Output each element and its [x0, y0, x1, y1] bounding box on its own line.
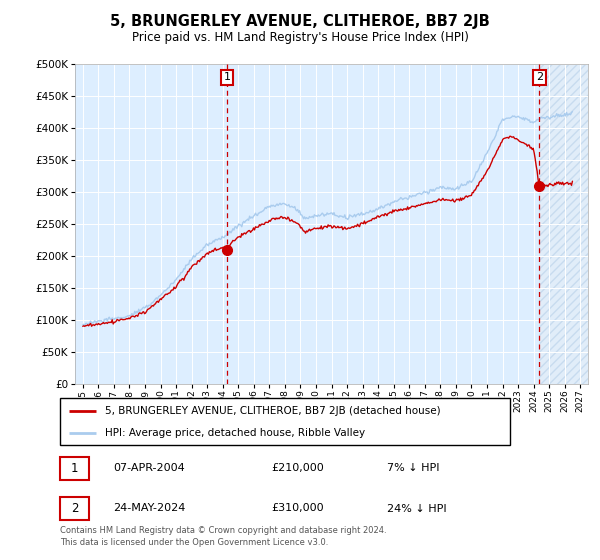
Text: 7% ↓ HPI: 7% ↓ HPI	[388, 464, 440, 473]
Text: 5, BRUNGERLEY AVENUE, CLITHEROE, BB7 2JB: 5, BRUNGERLEY AVENUE, CLITHEROE, BB7 2JB	[110, 14, 490, 29]
Text: 5, BRUNGERLEY AVENUE, CLITHEROE, BB7 2JB (detached house): 5, BRUNGERLEY AVENUE, CLITHEROE, BB7 2JB…	[105, 406, 440, 416]
Bar	[539, 64, 588, 384]
Text: 1: 1	[71, 462, 78, 475]
Text: 1: 1	[223, 72, 230, 82]
Text: HPI: Average price, detached house, Ribble Valley: HPI: Average price, detached house, Ribb…	[105, 428, 365, 438]
Text: £310,000: £310,000	[271, 503, 324, 514]
Text: 07-APR-2004: 07-APR-2004	[113, 464, 185, 473]
Text: 24% ↓ HPI: 24% ↓ HPI	[388, 503, 447, 514]
Text: 2: 2	[536, 72, 543, 82]
Text: Price paid vs. HM Land Registry's House Price Index (HPI): Price paid vs. HM Land Registry's House …	[131, 31, 469, 44]
Text: Contains HM Land Registry data © Crown copyright and database right 2024.
This d: Contains HM Land Registry data © Crown c…	[60, 526, 386, 547]
Bar	[539, 64, 588, 384]
Text: £210,000: £210,000	[271, 464, 324, 473]
FancyBboxPatch shape	[60, 457, 89, 480]
Text: 2: 2	[71, 502, 78, 515]
Text: 24-MAY-2024: 24-MAY-2024	[113, 503, 185, 514]
FancyBboxPatch shape	[60, 497, 89, 520]
